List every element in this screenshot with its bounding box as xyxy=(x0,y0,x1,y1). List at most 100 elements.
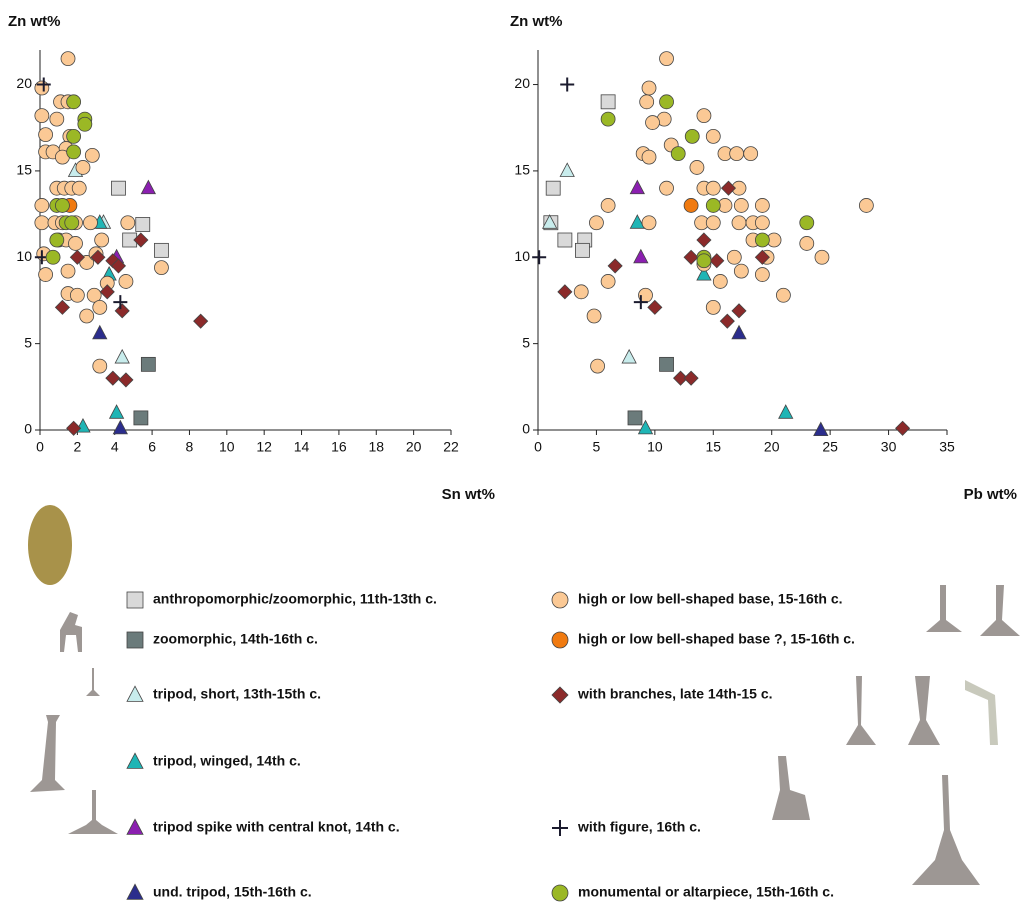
point xyxy=(75,160,91,175)
y-tick-label: 5 xyxy=(522,334,530,350)
point xyxy=(542,214,558,229)
point xyxy=(114,348,130,364)
legend-label: tripod spike with central knot, 14th c. xyxy=(153,819,400,835)
point xyxy=(573,284,589,300)
point xyxy=(659,180,674,196)
point xyxy=(38,267,54,282)
point xyxy=(641,149,657,165)
point xyxy=(140,356,156,372)
point xyxy=(114,303,130,319)
point xyxy=(696,253,712,269)
point xyxy=(705,180,721,196)
point xyxy=(731,303,747,319)
y-tick-label: 5 xyxy=(24,334,32,350)
point xyxy=(684,128,700,144)
point xyxy=(112,419,128,435)
point xyxy=(778,404,794,419)
point xyxy=(113,295,128,310)
x-tick-label: 35 xyxy=(939,439,955,455)
point xyxy=(641,215,657,231)
x-tick-label: 12 xyxy=(256,439,272,455)
point xyxy=(586,308,602,324)
point xyxy=(110,258,127,274)
point xyxy=(77,116,93,132)
legend-label: anthropomorphic/zoomorphic, 11th-13th c. xyxy=(153,591,437,607)
point xyxy=(84,147,100,163)
silhouette xyxy=(68,790,118,834)
silhouette xyxy=(912,775,980,885)
point xyxy=(726,249,742,265)
point xyxy=(600,198,616,213)
x-axis-label: Sn wt% xyxy=(442,486,495,503)
legend-label: high or low bell-shaped base ?, 15-16th … xyxy=(578,631,855,647)
legend-marker xyxy=(126,591,144,609)
point xyxy=(647,299,663,315)
point xyxy=(120,215,136,231)
legend-marker xyxy=(126,883,144,900)
point xyxy=(559,162,575,177)
point xyxy=(813,421,829,436)
point xyxy=(557,284,573,300)
x-tick-label: 30 xyxy=(881,439,897,455)
x-tick-label: 8 xyxy=(186,439,194,455)
point xyxy=(92,324,108,340)
point xyxy=(34,108,50,124)
point xyxy=(814,249,830,265)
point xyxy=(55,198,70,213)
point xyxy=(590,358,605,374)
point xyxy=(689,160,705,175)
x-tick-label: 10 xyxy=(647,439,663,455)
silhouette xyxy=(980,585,1020,636)
point xyxy=(105,370,121,386)
legend-marker xyxy=(551,884,569,902)
point xyxy=(111,180,126,196)
point xyxy=(34,198,50,213)
point xyxy=(133,232,149,248)
point xyxy=(633,295,648,310)
point xyxy=(731,215,747,231)
x-tick-label: 25 xyxy=(822,439,838,455)
point xyxy=(629,179,645,195)
legend-marker xyxy=(551,631,569,649)
point xyxy=(90,249,106,265)
silhouette xyxy=(60,612,82,652)
x-tick-label: 14 xyxy=(294,439,310,455)
x-tick-label: 10 xyxy=(219,439,235,455)
x-tick-label: 20 xyxy=(406,439,422,455)
point xyxy=(607,258,623,274)
legend-label: with branches, late 14th-15 c. xyxy=(577,686,773,702)
x-tick-label: 15 xyxy=(705,439,721,455)
point xyxy=(589,215,604,231)
point xyxy=(776,287,791,303)
point xyxy=(683,198,699,213)
legend-label: und. tripod, 15th-16th c. xyxy=(153,884,312,900)
point xyxy=(709,253,725,269)
point xyxy=(600,94,616,110)
point xyxy=(545,180,561,196)
photo-figure xyxy=(28,505,72,585)
point xyxy=(683,249,699,265)
point xyxy=(696,265,712,281)
point xyxy=(731,324,747,340)
point xyxy=(705,299,721,315)
point xyxy=(696,232,712,248)
point xyxy=(633,248,649,264)
point xyxy=(629,214,645,229)
point xyxy=(719,313,735,329)
point xyxy=(705,215,721,231)
point xyxy=(49,111,65,127)
point xyxy=(557,232,573,248)
point xyxy=(36,77,51,92)
point xyxy=(627,410,643,426)
legend-marker xyxy=(126,752,144,769)
point xyxy=(99,284,115,300)
x-tick-label: 18 xyxy=(368,439,384,455)
legend-label: with figure, 16th c. xyxy=(577,819,701,835)
point xyxy=(38,127,54,143)
point xyxy=(71,180,87,196)
legend-marker xyxy=(551,686,569,704)
point xyxy=(92,299,108,315)
legend-label: high or low bell-shaped base, 15-16th c. xyxy=(578,591,843,607)
point xyxy=(637,419,654,435)
